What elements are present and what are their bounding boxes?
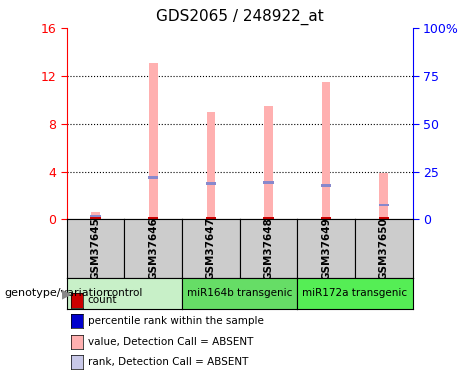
- Bar: [91, 211, 100, 219]
- Bar: [263, 181, 274, 184]
- Text: count: count: [88, 296, 117, 305]
- Text: GSM37645: GSM37645: [91, 217, 100, 280]
- Text: rank, Detection Call = ABSENT: rank, Detection Call = ABSENT: [88, 357, 248, 367]
- Bar: [207, 112, 215, 219]
- Bar: [378, 204, 389, 206]
- Bar: [322, 82, 331, 219]
- Text: ▶: ▶: [62, 287, 72, 300]
- Bar: [90, 215, 101, 218]
- Bar: [264, 106, 273, 219]
- Bar: [321, 184, 331, 187]
- Text: GSM37650: GSM37650: [379, 217, 389, 280]
- Bar: [321, 217, 331, 219]
- Title: GDS2065 / 248922_at: GDS2065 / 248922_at: [156, 9, 324, 26]
- Text: GSM37648: GSM37648: [264, 217, 273, 280]
- Bar: [148, 176, 159, 179]
- Text: miR164b transgenic: miR164b transgenic: [187, 288, 292, 298]
- Text: GSM37647: GSM37647: [206, 217, 216, 280]
- Text: GSM37646: GSM37646: [148, 217, 158, 280]
- Text: miR172a transgenic: miR172a transgenic: [302, 288, 408, 298]
- Bar: [148, 217, 159, 219]
- Text: value, Detection Call = ABSENT: value, Detection Call = ABSENT: [88, 337, 253, 346]
- Text: control: control: [106, 288, 142, 298]
- Bar: [206, 217, 216, 219]
- Text: genotype/variation: genotype/variation: [5, 288, 111, 298]
- Bar: [149, 63, 158, 219]
- Text: percentile rank within the sample: percentile rank within the sample: [88, 316, 264, 326]
- Bar: [378, 217, 389, 219]
- Text: GSM37649: GSM37649: [321, 217, 331, 280]
- Bar: [90, 217, 101, 219]
- Bar: [263, 217, 274, 219]
- Bar: [379, 173, 388, 219]
- Bar: [206, 182, 216, 185]
